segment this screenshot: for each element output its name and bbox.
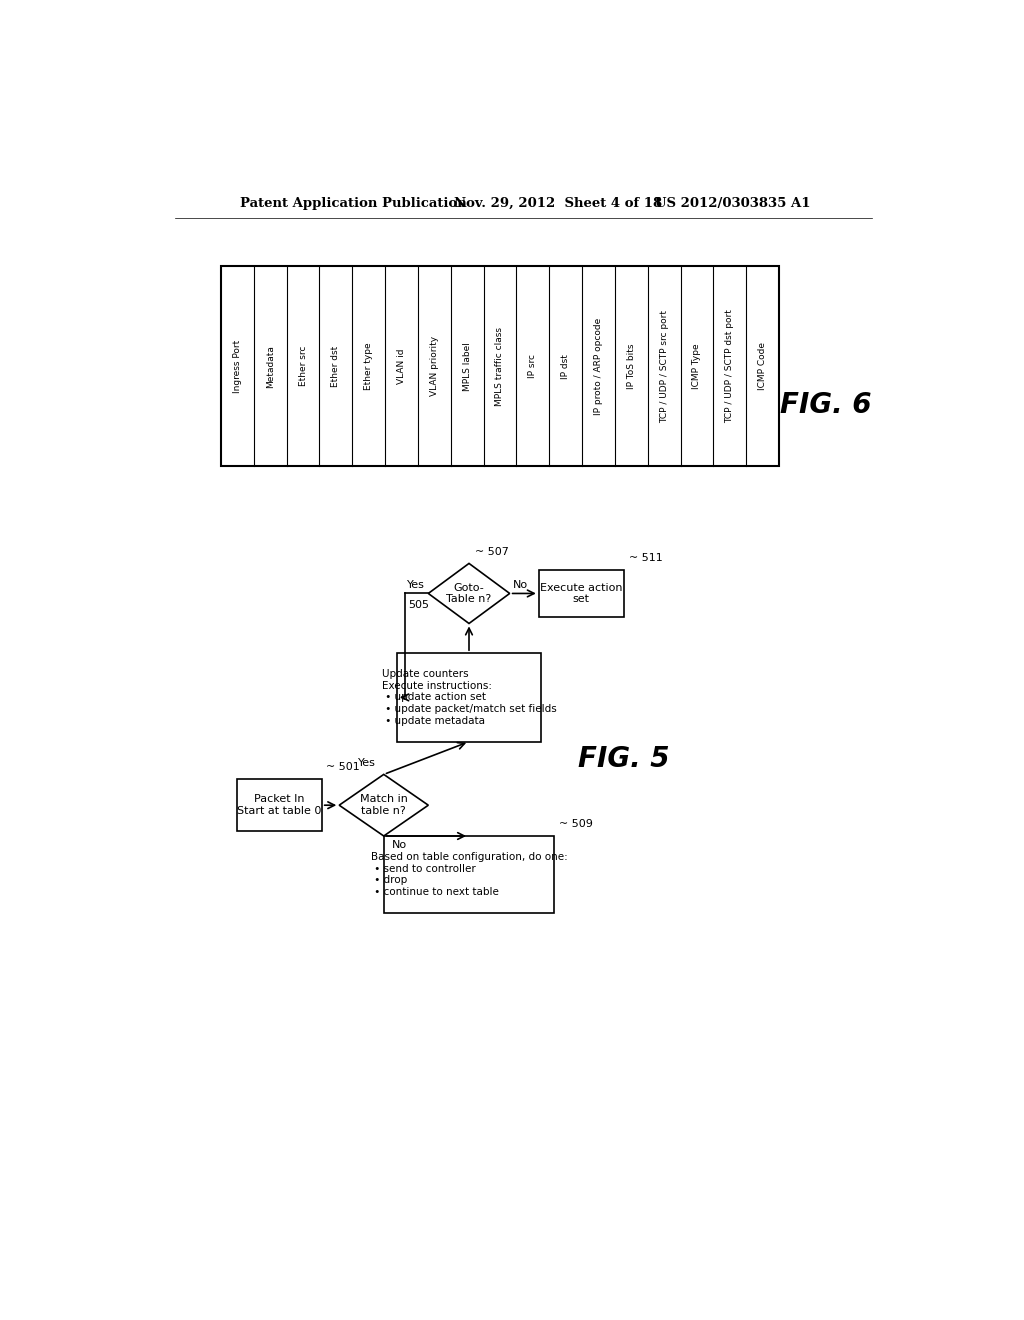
Text: Update counters
Execute instructions:
 • update action set
 • update packet/matc: Update counters Execute instructions: • … (382, 669, 556, 726)
Text: 505: 505 (409, 601, 429, 610)
Text: Ether dst: Ether dst (332, 346, 340, 387)
Text: Yes: Yes (357, 758, 376, 768)
Text: No: No (513, 579, 528, 590)
Text: Nov. 29, 2012  Sheet 4 of 18: Nov. 29, 2012 Sheet 4 of 18 (454, 197, 662, 210)
Text: Based on table configuration, do one:
 • send to controller
 • drop
 • continue : Based on table configuration, do one: • … (371, 853, 567, 896)
Text: TCP / UDP / SCTP src port: TCP / UDP / SCTP src port (659, 310, 669, 422)
Text: Ether type: Ether type (365, 342, 373, 391)
Polygon shape (339, 775, 428, 836)
Bar (237, 779, 322, 832)
Text: ICMP Type: ICMP Type (692, 343, 701, 389)
Text: ~ 507: ~ 507 (475, 546, 509, 557)
Text: Goto-
Table n?: Goto- Table n? (446, 582, 492, 605)
Text: IP dst: IP dst (561, 354, 570, 379)
Polygon shape (428, 564, 510, 623)
Bar (539, 570, 624, 618)
Text: MPLS label: MPLS label (463, 342, 472, 391)
Text: ~ 511: ~ 511 (629, 553, 663, 564)
Bar (221, 267, 779, 466)
Text: MPLS traffic class: MPLS traffic class (496, 327, 505, 405)
Bar (384, 836, 554, 913)
Bar (397, 653, 541, 742)
Text: VLAN priority: VLAN priority (430, 337, 439, 396)
Text: Ingress Port: Ingress Port (232, 339, 242, 393)
Text: FIG. 6: FIG. 6 (779, 391, 871, 418)
Text: Match in
table n?: Match in table n? (359, 795, 408, 816)
Text: Patent Application Publication: Patent Application Publication (241, 197, 467, 210)
Text: IP ToS bits: IP ToS bits (627, 343, 636, 389)
Text: Execute action
set: Execute action set (540, 582, 623, 605)
Text: Metadata: Metadata (266, 345, 274, 388)
Text: Ether src: Ether src (299, 346, 307, 387)
Text: TCP / UDP / SCTP dst port: TCP / UDP / SCTP dst port (725, 309, 734, 424)
Text: Packet In
Start at table 0: Packet In Start at table 0 (237, 795, 322, 816)
Text: VLAN id: VLAN id (397, 348, 407, 384)
Text: ~ 509: ~ 509 (559, 820, 593, 829)
Text: ~ 501: ~ 501 (327, 763, 360, 772)
Text: US 2012/0303835 A1: US 2012/0303835 A1 (655, 197, 811, 210)
Text: No: No (391, 840, 407, 850)
Text: Yes: Yes (407, 579, 424, 590)
Text: IP proto / ARP opcode: IP proto / ARP opcode (594, 318, 603, 414)
Text: IP src: IP src (528, 354, 538, 379)
Text: FIG. 5: FIG. 5 (579, 744, 670, 774)
Text: ICMP Code: ICMP Code (758, 342, 767, 391)
